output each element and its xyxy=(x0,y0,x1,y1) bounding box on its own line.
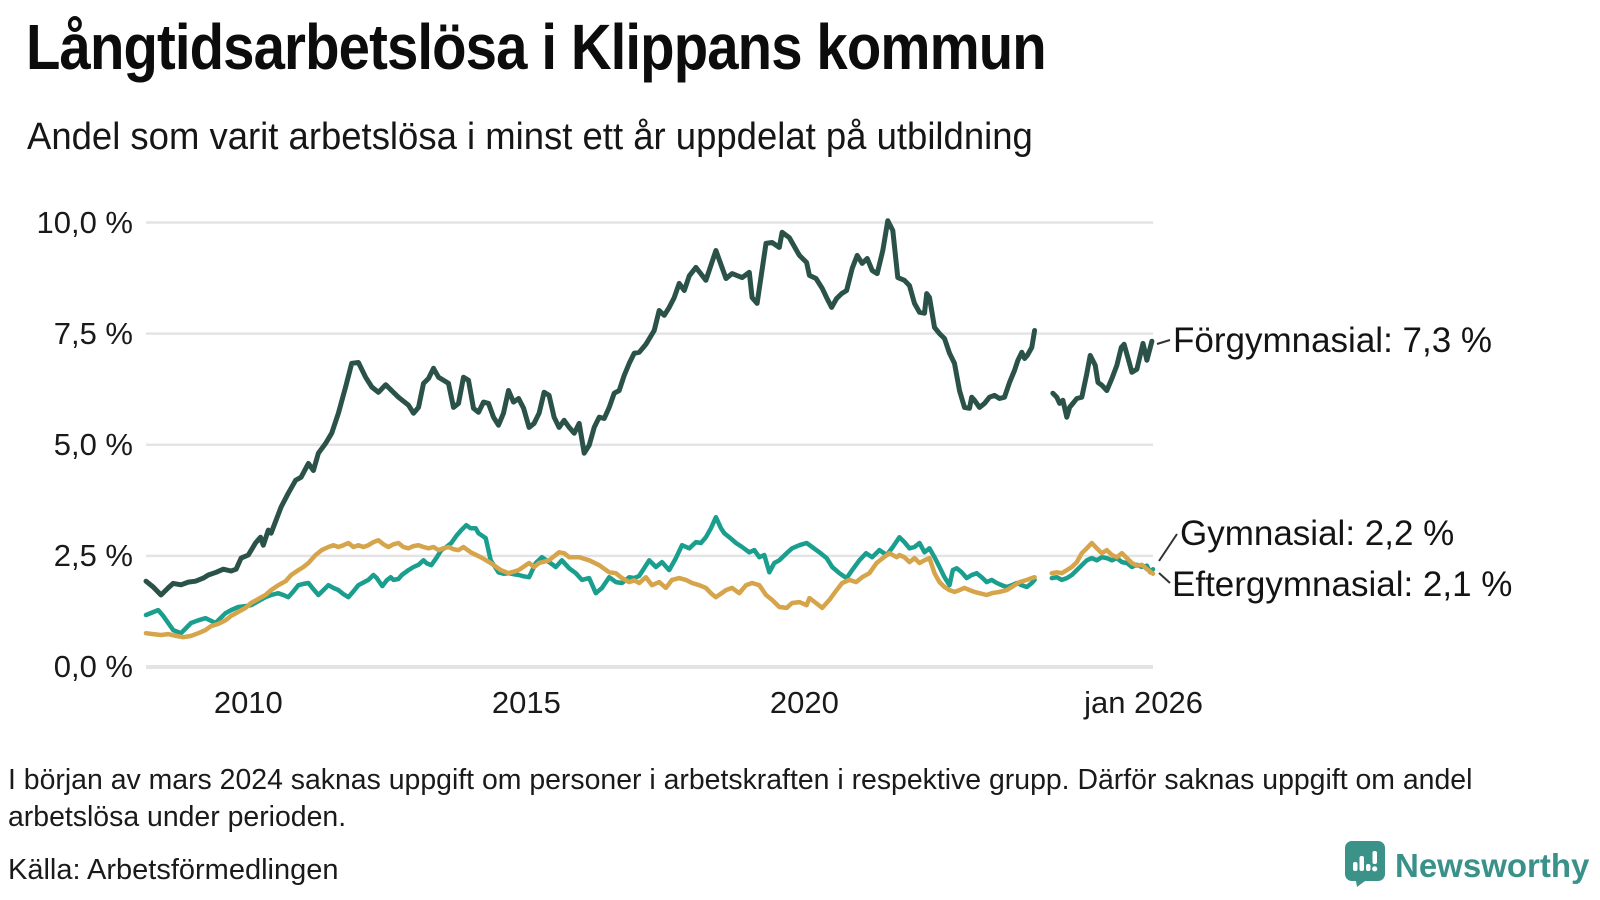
newsworthy-logo: Newsworthy xyxy=(1344,840,1589,892)
line-förgymnasial xyxy=(1050,338,1155,420)
line-gymnasial xyxy=(143,514,1037,636)
page-subtitle: Andel som varit arbetslösa i minst ett å… xyxy=(27,116,1033,158)
line-eftergymnasial xyxy=(1049,540,1156,576)
page-title: Långtidsarbetslösa i Klippans kommun xyxy=(26,11,1047,83)
x-tick-label: 2010 xyxy=(213,685,283,720)
y-tick-label: 5,0 % xyxy=(53,426,133,462)
source-text: Källa: Arbetsförmedlingen xyxy=(8,854,339,886)
series-label-forgymnasial: Förgymnasial: 7,3 % xyxy=(1173,321,1493,360)
y-tick-label: 2,5 % xyxy=(53,537,133,573)
y-tick-label: 7,5 % xyxy=(53,315,133,351)
x-tick-label: 2020 xyxy=(769,685,839,720)
series-label-gymnasial: Gymnasial: 2,2 % xyxy=(1180,514,1455,553)
x-tick-label: 2015 xyxy=(491,685,561,720)
line-eftergymnasial xyxy=(143,538,1037,640)
line-förgymnasial xyxy=(143,218,1038,598)
label-connector xyxy=(1156,339,1171,345)
label-connector xyxy=(1158,572,1171,584)
newsworthy-logo-text: Newsworthy xyxy=(1395,847,1590,884)
newsworthy-bubble-barchart-icon xyxy=(1344,840,1386,892)
y-tick-label: 0,0 % xyxy=(53,649,133,684)
series-label-eftergymnasial: Eftergymnasial: 2,1 % xyxy=(1172,565,1513,604)
label-connector xyxy=(1158,533,1178,562)
footnote-text: I början av mars 2024 saknas uppgift om … xyxy=(8,764,1473,833)
x-tick-label: jan 2026 xyxy=(1084,685,1204,720)
y-tick-label: 10,0 % xyxy=(36,204,133,240)
